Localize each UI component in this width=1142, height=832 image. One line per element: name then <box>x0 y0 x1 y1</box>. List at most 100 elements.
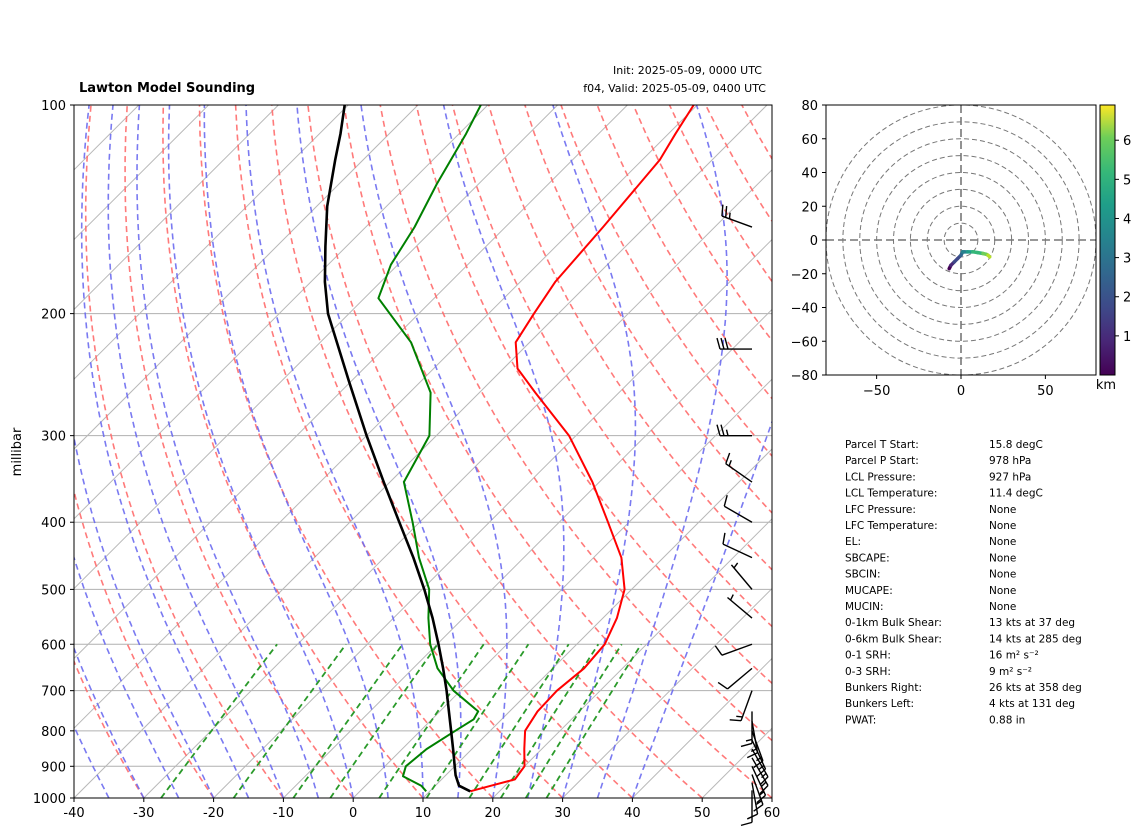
wind-barb-half-flag <box>729 594 734 601</box>
wind-barb-flag <box>723 495 728 507</box>
stat-value: None <box>989 601 1016 613</box>
parcel-profile <box>323 105 471 793</box>
valid-time-label: f04, Valid: 2025-05-09, 0400 UTC <box>583 82 766 95</box>
y-tick-label: 200 <box>41 308 66 323</box>
dry-adiabat <box>234 105 564 798</box>
dry-adiabat <box>596 105 772 400</box>
wind-barb-flag <box>724 206 728 218</box>
moist-adiabat <box>74 433 215 798</box>
isotherm-line <box>422 448 772 798</box>
stat-value: 0.88 in <box>989 714 1025 726</box>
hodograph-y-tick-label: −60 <box>791 335 818 350</box>
wind-barb <box>740 711 753 748</box>
wind-barb <box>714 643 753 656</box>
wind-barb-flag <box>720 337 725 350</box>
wind-barb-flag <box>725 452 731 464</box>
hodograph-x-tick-label: −50 <box>863 384 890 399</box>
hodograph-y-tick-label: −80 <box>791 369 818 384</box>
wind-barb <box>727 594 753 619</box>
wind-barb-half-flag <box>745 738 753 742</box>
dry-adiabat <box>198 105 494 798</box>
wind-barb <box>722 532 753 559</box>
isotherm-line <box>562 587 772 798</box>
moist-adiabat <box>296 105 462 798</box>
stat-value: 11.4 degC <box>989 488 1043 500</box>
stat-label: LCL Temperature: <box>845 488 937 500</box>
chart-title: Lawton Model Sounding <box>79 81 255 96</box>
x-tick-label: 50 <box>694 806 711 821</box>
wind-barb-shaft <box>751 721 759 753</box>
y-tick-label: 1000 <box>33 792 66 807</box>
stat-label: MUCIN: <box>845 601 884 613</box>
mixing-ratio-line <box>468 643 570 798</box>
sounding-stats-table: Parcel T Start: 15.8 degC Parcel P Start: 9… <box>845 439 1082 726</box>
colorbar-tick-label: 2 <box>1123 291 1131 306</box>
hodograph-y-tick-label: −40 <box>791 302 818 317</box>
moist-adiabat <box>203 105 389 798</box>
moist-adiabat <box>167 105 354 798</box>
hodograph-x-tick-label: 50 <box>1037 384 1054 399</box>
moist-adiabat <box>245 105 424 798</box>
stat-label: Parcel T Start: <box>845 439 919 451</box>
mixing-ratio-line <box>232 643 347 798</box>
wind-barb <box>725 452 753 483</box>
wind-barb <box>723 495 753 523</box>
wind-barb-flag <box>759 785 769 795</box>
height-colorbar <box>1099 104 1116 376</box>
colorbar-ticks: 1 2 3 4 5 6 <box>1115 134 1131 345</box>
wind-barb-half-flag <box>733 562 739 569</box>
colorbar-tick-label: 1 <box>1123 330 1131 345</box>
moist-adiabat <box>107 105 285 798</box>
dry-adiabat <box>343 105 772 798</box>
skewt-axes: -40 -30 -20 -10 0 10 20 30 40 50 60 1000 900 800 700 60… <box>33 99 780 821</box>
colorbar-tick-label: 3 <box>1123 252 1131 267</box>
dry-adiabat <box>704 105 772 223</box>
wind-barb <box>751 757 769 795</box>
x-tick-label: 30 <box>554 806 571 821</box>
stat-label: 0-1km Bulk Shear: <box>845 617 942 629</box>
stat-label: LCL Pressure: <box>845 471 916 483</box>
stat-value: 26 kts at 358 deg <box>989 682 1082 694</box>
wind-barb-flag <box>740 742 753 748</box>
isotherm-line <box>771 797 772 798</box>
wind-barb-flag <box>721 204 724 217</box>
wind-barb-shaft <box>730 564 753 590</box>
dry-adiabat <box>124 105 354 798</box>
wind-barb-half-flag <box>761 772 767 779</box>
wind-barb-flag <box>722 532 726 545</box>
x-tick-label: 0 <box>349 806 357 821</box>
mixing-ratio-line <box>545 643 642 798</box>
y-tick-label: 100 <box>41 99 66 114</box>
x-tick-label: 10 <box>415 806 432 821</box>
wind-barb-flag <box>729 719 742 722</box>
y-axis-label: millibar <box>10 427 25 476</box>
isotherm-line <box>143 169 772 798</box>
wind-barb-flag <box>756 768 766 778</box>
stat-value: None <box>989 585 1016 597</box>
colorbar-tick-label: 5 <box>1123 173 1131 188</box>
moist-adiabat <box>360 105 508 798</box>
mixing-ratio-line <box>329 643 439 798</box>
dry-adiabat <box>415 105 772 685</box>
stat-value: 14 kts at 285 deg <box>989 633 1082 645</box>
wind-barb-shaft <box>751 739 767 770</box>
temperature-profile <box>469 105 695 793</box>
stat-value: 15.8 degC <box>989 439 1043 451</box>
isotherm-line <box>74 105 419 450</box>
stat-label: Bunkers Right: <box>845 682 922 694</box>
hodograph-trace <box>947 250 992 271</box>
wind-barb-shaft <box>727 596 753 619</box>
x-tick-label: 60 <box>764 806 781 821</box>
moist-adiabat <box>596 105 728 798</box>
dry-adiabat <box>162 105 424 798</box>
stat-label: SBCIN: <box>845 569 881 581</box>
wind-barb-shaft <box>722 543 753 559</box>
wind-barb-flag <box>753 760 764 769</box>
hodograph-y-tick-label: 0 <box>810 234 818 249</box>
wind-barb <box>729 690 753 722</box>
moist-adiabat <box>74 555 180 798</box>
x-tick-label: -10 <box>273 806 294 821</box>
hodograph-x-tick-label: 0 <box>957 384 965 399</box>
stat-label: Parcel P Start: <box>845 455 919 467</box>
